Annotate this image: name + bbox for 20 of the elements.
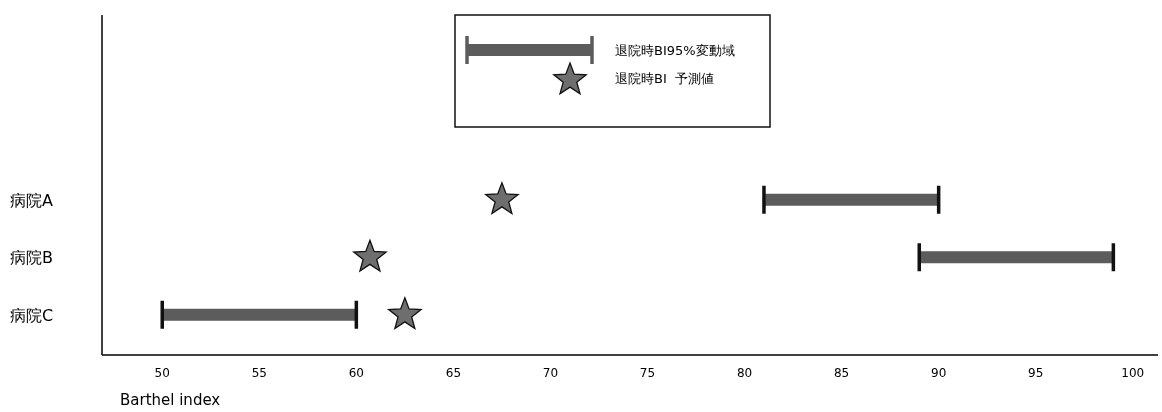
x-tick-label: 95 (1028, 366, 1044, 380)
x-tick-label: 50 (154, 366, 170, 380)
y-tick-label: 病院A (10, 190, 53, 210)
x-axis-title: Barthel index (120, 391, 221, 409)
legend-label: 退院時BI 予測値 (615, 71, 715, 86)
y-tick-label: 病院B (10, 248, 53, 268)
x-tick-label: 60 (348, 366, 364, 380)
x-tick-label: 70 (542, 366, 559, 380)
x-tick-label: 85 (833, 366, 850, 380)
x-tick-label: 55 (251, 366, 267, 380)
x-tick-label: 100 (1121, 366, 1145, 380)
x-tick-label: 65 (445, 366, 462, 380)
y-tick-label: 病院C (10, 305, 54, 325)
x-tick-label: 75 (639, 366, 656, 380)
bar (919, 251, 1114, 264)
x-tick-label: 90 (931, 366, 947, 380)
x-tick-label: 80 (736, 366, 753, 380)
bar (763, 193, 939, 206)
bar (162, 308, 357, 321)
legend-label: 退院時BI95%変動域 (615, 43, 735, 58)
